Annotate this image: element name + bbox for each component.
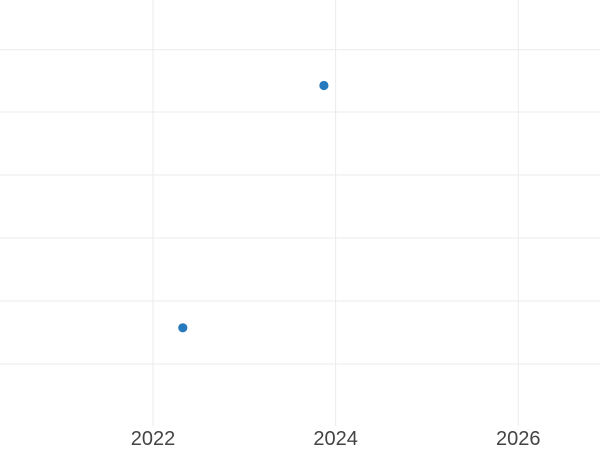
svg-text:2022: 2022 <box>131 428 176 450</box>
svg-text:2024: 2024 <box>313 428 358 450</box>
svg-text:2026: 2026 <box>496 428 541 450</box>
